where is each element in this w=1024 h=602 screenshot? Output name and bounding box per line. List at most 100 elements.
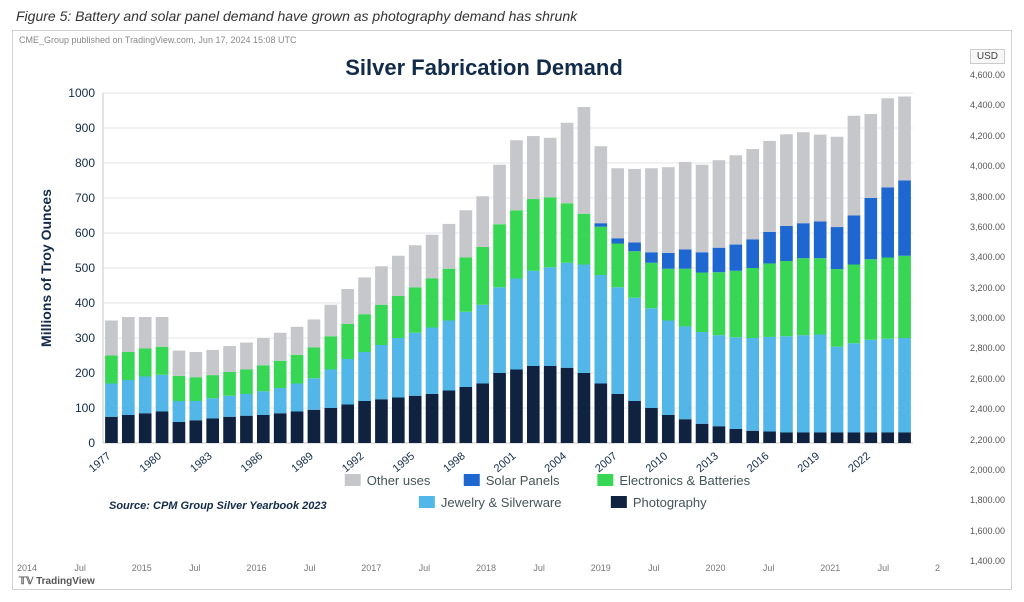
bar-segment — [864, 198, 877, 259]
bar-segment — [662, 253, 675, 269]
bar-segment — [864, 433, 877, 444]
bar-segment — [831, 137, 844, 227]
bar-segment — [341, 359, 354, 405]
bar-segment — [240, 416, 253, 443]
bar-segment — [797, 258, 810, 335]
bar-segment — [527, 366, 540, 443]
bar-segment — [864, 340, 877, 433]
bar-segment — [864, 114, 877, 198]
bar-segment — [645, 263, 658, 309]
bar-segment — [223, 372, 236, 396]
bar-segment — [611, 394, 624, 443]
bar-segment — [206, 398, 219, 418]
bar-segment — [189, 352, 202, 377]
bar-segment — [797, 223, 810, 258]
right-axis-tick: 2,400.00 — [951, 404, 1005, 414]
bar-segment — [594, 146, 607, 223]
bar-segment — [122, 415, 135, 443]
bar-segment — [189, 377, 202, 401]
bar-segment — [611, 238, 624, 243]
bar-segment — [341, 405, 354, 444]
bar-segment — [696, 252, 709, 272]
bar-segment — [291, 355, 304, 384]
right-axis-tick: 1,600.00 — [951, 526, 1005, 536]
y-axis-label: Millions of Troy Ounces — [38, 189, 54, 347]
bar-segment — [476, 384, 489, 444]
bar-segment — [493, 373, 506, 443]
right-usd-axis: USD 4,600.004,400.004,200.004,000.003,80… — [951, 49, 1005, 569]
legend-swatch — [611, 496, 627, 508]
right-axis-tick: 2,000.00 — [951, 465, 1005, 475]
bar-segment — [763, 141, 776, 232]
bar-segment — [713, 272, 726, 335]
right-axis-tick: 4,400.00 — [951, 100, 1005, 110]
bar-segment — [746, 431, 759, 443]
right-axis-tick: 2,200.00 — [951, 435, 1005, 445]
bar-segment — [459, 387, 472, 443]
chart-svg: Silver Fabrication Demand010020030040050… — [25, 49, 943, 547]
bar-segment — [696, 165, 709, 253]
bar-segment — [139, 377, 152, 414]
bar-segment — [746, 268, 759, 338]
bar-segment — [257, 391, 270, 415]
bar-segment — [594, 384, 607, 444]
bar-segment — [139, 317, 152, 349]
bar-segment — [881, 188, 894, 258]
bar-segment — [696, 424, 709, 443]
bar-segment — [679, 269, 692, 327]
bar-segment — [409, 333, 422, 396]
bar-segment — [426, 328, 439, 395]
bar-segment — [814, 221, 827, 258]
bar-segment — [561, 368, 574, 443]
right-axis-tick: 1,400.00 — [951, 556, 1005, 566]
y-tick-label: 800 — [75, 156, 95, 170]
y-tick-label: 100 — [75, 401, 95, 415]
bar-segment — [713, 248, 726, 273]
bar-segment — [763, 263, 776, 337]
bar-segment — [240, 370, 253, 395]
bar-segment — [476, 196, 489, 247]
bar-segment — [611, 244, 624, 288]
bar-segment — [493, 224, 506, 287]
bar-segment — [476, 305, 489, 384]
outer-x-label: Jul — [189, 563, 201, 573]
bar-segment — [105, 417, 118, 443]
bar-segment — [459, 210, 472, 257]
bar-segment — [628, 298, 641, 401]
bar-segment — [274, 333, 287, 361]
bar-segment — [122, 380, 135, 415]
bar-segment — [510, 140, 523, 210]
bar-segment — [173, 422, 186, 443]
bar-segment — [746, 239, 759, 268]
bar-segment — [375, 345, 388, 399]
bar-segment — [206, 350, 219, 375]
bar-segment — [223, 417, 236, 443]
bar-segment — [156, 347, 169, 375]
y-tick-label: 0 — [88, 436, 95, 450]
bar-segment — [594, 275, 607, 384]
bar-segment — [628, 242, 641, 251]
bar-segment — [662, 415, 675, 443]
bar-segment — [223, 396, 236, 417]
bar-segment — [814, 433, 827, 444]
bar-segment — [426, 235, 439, 279]
bar-segment — [341, 289, 354, 324]
bar-segment — [780, 336, 793, 432]
bar-segment — [493, 287, 506, 373]
bar-segment — [443, 391, 456, 444]
legend-label: Other uses — [367, 473, 431, 488]
bar-segment — [476, 247, 489, 305]
outer-x-label: 2014 — [17, 563, 37, 573]
bar-segment — [780, 134, 793, 226]
bar-segment — [578, 214, 591, 265]
right-axis-tick: 2,800.00 — [951, 343, 1005, 353]
bar-segment — [831, 347, 844, 433]
bar-segment — [898, 181, 911, 256]
bar-segment — [409, 287, 422, 333]
bar-segment — [898, 338, 911, 433]
bar-segment — [797, 335, 810, 432]
bar-segment — [358, 277, 371, 314]
brand-text: TradingView — [36, 576, 95, 587]
right-axis-tick: 4,200.00 — [951, 131, 1005, 141]
bar-segment — [443, 321, 456, 391]
